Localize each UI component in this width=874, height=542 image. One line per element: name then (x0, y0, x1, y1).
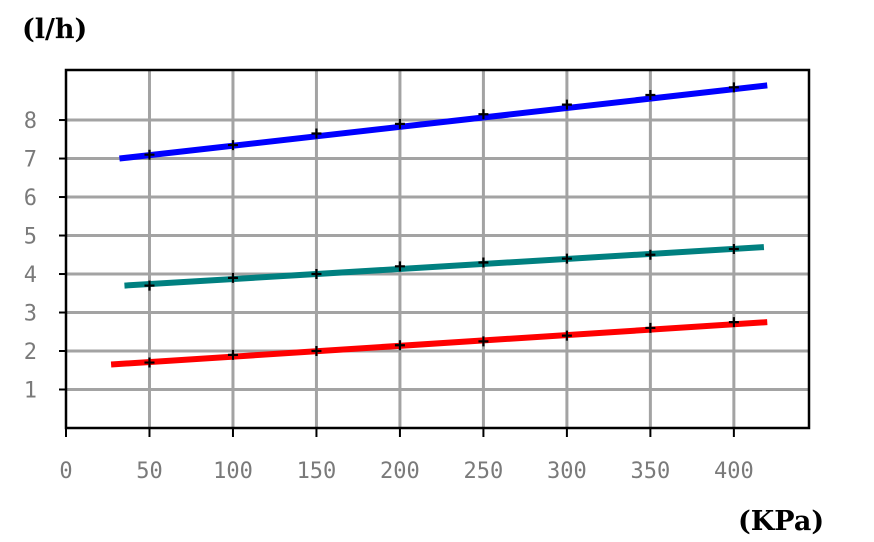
x-tick-label-150: 150 (297, 459, 337, 484)
data-point-s1-300 (561, 99, 572, 110)
data-point-s2-150 (311, 269, 322, 280)
data-point-s3-100 (227, 349, 238, 360)
data-point-s3-350 (645, 322, 656, 333)
data-point-s1-100 (227, 140, 238, 151)
x-tick-label-100: 100 (213, 459, 253, 484)
data-point-s3-300 (561, 330, 572, 341)
y-axis-ticks: 1 2 3 4 5 6 7 8 (24, 109, 37, 403)
data-point-s2-200 (394, 261, 405, 272)
y-tick-label-7: 7 (24, 148, 37, 173)
x-tick-label-400: 400 (714, 459, 754, 484)
data-point-s2-350 (645, 249, 656, 260)
grid (66, 70, 809, 428)
y-tick-label-3: 3 (24, 302, 37, 327)
x-tick-label-350: 350 (631, 459, 671, 484)
y-axis-unit: (l/h) (22, 14, 87, 45)
data-point-s1-350 (645, 90, 656, 101)
x-tick-label-200: 200 (380, 459, 420, 484)
data-point-s1-250 (478, 109, 489, 120)
x-tick-label-300: 300 (547, 459, 587, 484)
data-point-s3-250 (478, 336, 489, 347)
data-markers (144, 82, 739, 368)
data-point-s2-300 (561, 253, 572, 264)
series-line-3 (110, 319, 768, 368)
x-axis-unit: (KPa) (738, 506, 824, 537)
y-tick-label-4: 4 (24, 263, 37, 288)
data-point-s1-150 (311, 128, 322, 139)
data-point-s1-200 (394, 118, 405, 129)
data-point-s1-400 (728, 82, 739, 93)
data-point-s3-400 (728, 317, 739, 328)
data-point-s2-400 (728, 244, 739, 254)
y-tick-label-5: 5 (24, 225, 37, 250)
x-axis-ticks: 0 50 100 150 200 250 300 350 400 (59, 459, 753, 484)
y-tick-label-2: 2 (24, 340, 37, 365)
series-line-2 (124, 244, 765, 289)
x-tick-label-50: 50 (136, 459, 163, 484)
plot-border (64, 68, 811, 430)
y-tick-label-6: 6 (24, 186, 37, 211)
x-tick-label-250: 250 (464, 459, 504, 484)
data-point-s2-50 (144, 280, 155, 291)
data-point-s2-250 (478, 257, 489, 268)
series-lines (110, 82, 768, 368)
data-point-s3-200 (394, 340, 405, 351)
data-point-s2-100 (227, 272, 238, 283)
y-tick-label-1: 1 (24, 379, 37, 404)
y-tick-label-8: 8 (24, 109, 37, 134)
data-point-s3-50 (144, 357, 155, 368)
x-tick-label-0: 0 (59, 459, 72, 484)
data-point-s1-50 (144, 149, 155, 160)
plot-frame (59, 68, 811, 437)
series-line-1 (119, 82, 768, 162)
data-point-s3-150 (311, 346, 322, 357)
